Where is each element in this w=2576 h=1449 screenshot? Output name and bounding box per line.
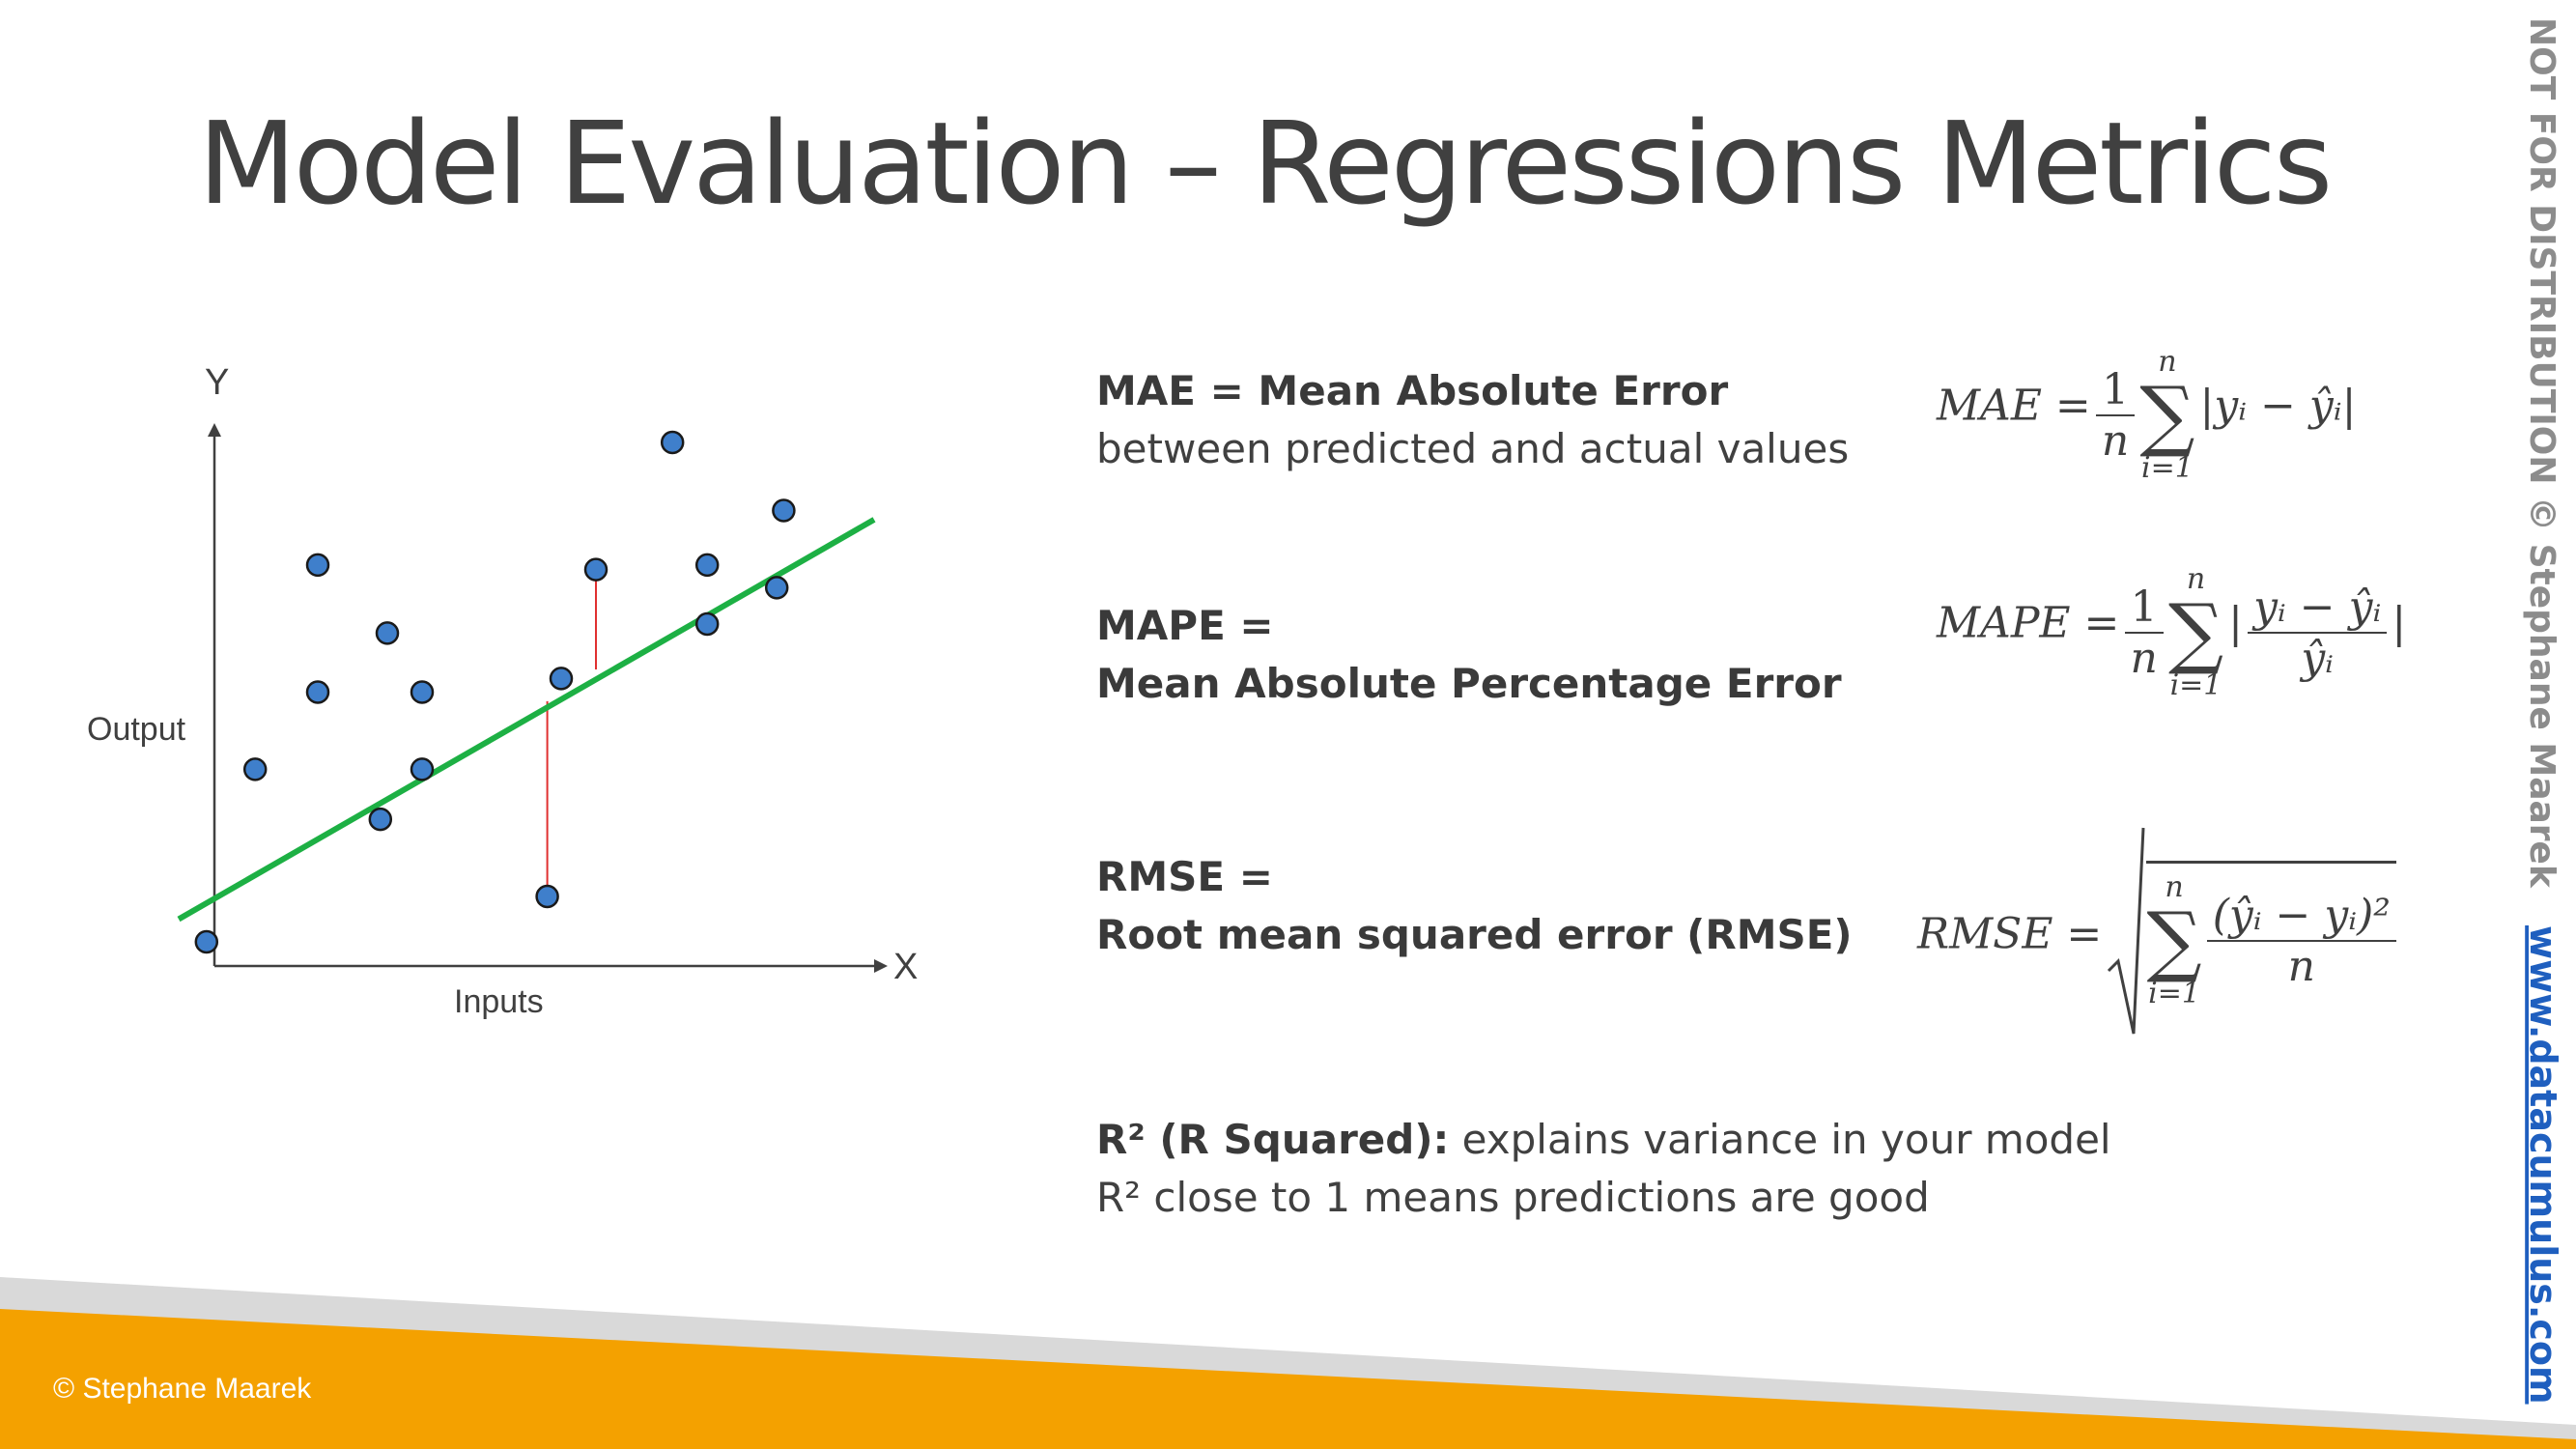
regression-line (177, 517, 876, 923)
data-point-5 (375, 621, 400, 645)
mape-sum-top: n (2186, 562, 2206, 596)
rmse-title-2: Root mean squared error (RMSE) (1096, 911, 1853, 958)
mae-one: 1 (2102, 365, 2130, 414)
rmse-formula: RMSE = n ∑ i=1 (ŷᵢ − yᵢ)² n (1917, 826, 2396, 1042)
data-point-4 (368, 807, 393, 832)
mape-title-1: MAPE = (1096, 602, 1274, 649)
data-point-15 (772, 498, 796, 523)
data-point-9 (549, 667, 574, 691)
mape-block: MAPE = Mean Absolute Percentage Error (1096, 597, 1842, 713)
mae-sum-bot: i=1 (2140, 451, 2194, 485)
mae-sum-top: n (2158, 345, 2177, 379)
rmse-block: RMSE = Root mean squared error (RMSE) (1096, 848, 1853, 964)
mape-lhs: MAPE = (1937, 598, 2120, 648)
rmse-lhs: RMSE = (1917, 909, 2103, 959)
mae-subtitle: between predicted and actual values (1096, 425, 1850, 472)
rmse-sum-bot: i=1 (2148, 976, 2200, 1010)
rmse-title-1: RMSE = (1096, 853, 1273, 900)
x-axis-letter: X (893, 947, 919, 987)
mae-title: MAE = Mean Absolute Error (1096, 367, 1729, 414)
data-point-6 (410, 757, 435, 781)
mape-num: yᵢ − ŷᵢ (2253, 582, 2382, 632)
data-point-3 (305, 680, 330, 704)
rmse-sigma-icon: ∑ (2146, 895, 2202, 985)
data-point-13 (694, 611, 720, 637)
data-points (194, 430, 796, 954)
mape-title-2: Mean Absolute Percentage Error (1096, 660, 1842, 707)
data-point-12 (694, 553, 720, 578)
mae-n: n (2095, 414, 2136, 466)
data-point-10 (583, 557, 609, 582)
watermark-text: NOT FOR DISTRIBUTION © Stephane Maarek (2522, 17, 2562, 889)
data-point-11 (660, 430, 685, 455)
mae-block: MAE = Mean Absolute Error between predic… (1096, 362, 1849, 478)
x-axis-label: Inputs (454, 983, 544, 1020)
r2-bold: R² (R Squared): (1096, 1116, 1450, 1163)
footer-orange-band (0, 1309, 2576, 1449)
data-point-1 (242, 757, 268, 781)
slide-title: Model Evaluation – Regressions Metrics (198, 97, 2333, 230)
rmse-num: (ŷᵢ − yᵢ)² (2212, 890, 2391, 940)
r2-block: R² (R Squared): explains variance in you… (1096, 1111, 2111, 1227)
mape-sum-bot: i=1 (2169, 668, 2222, 702)
data-point-7 (410, 680, 435, 704)
mape-bar-left: | (2228, 598, 2243, 648)
mape-bar-right: | (2392, 598, 2407, 648)
data-point-8 (535, 884, 559, 909)
mae-formula: MAE = 1 n n ∑ i=1 |yᵢ − ŷᵢ| (1937, 348, 2356, 483)
watermark: NOT FOR DISTRIBUTION © Stephane Maarek w… (2522, 17, 2564, 1405)
footer-credit: © Stephane Maarek (53, 1373, 312, 1405)
rmse-den: n (2206, 939, 2396, 991)
mape-one: 1 (2130, 582, 2158, 632)
data-point-0 (194, 929, 219, 954)
y-axis-letter: Y (205, 362, 230, 403)
r2-line2: R² close to 1 means predictions are good (1096, 1174, 1930, 1221)
sqrt-icon (2107, 826, 2145, 1042)
r2-rest: explains variance in your model (1449, 1116, 2111, 1163)
mape-formula: MAPE = 1 n n ∑ i=1 | yᵢ − ŷᵢ ŷᵢ | (1937, 565, 2406, 700)
rmse-sum-top: n (2165, 869, 2184, 904)
regression-diagram (177, 423, 888, 973)
mae-lhs: MAE = (1937, 381, 2091, 431)
y-axis-label: Output (87, 711, 186, 748)
mae-body: |yᵢ − ŷᵢ| (2199, 381, 2357, 431)
mae-sigma-icon: ∑ (2139, 370, 2195, 460)
mape-n: n (2124, 632, 2164, 683)
mape-sigma-icon: ∑ (2167, 587, 2224, 677)
watermark-link[interactable]: www.datacumulus.com (2522, 925, 2564, 1405)
data-point-2 (305, 553, 330, 578)
mape-den: ŷᵢ (2248, 632, 2388, 683)
data-point-14 (764, 576, 789, 600)
residual-lines (546, 569, 597, 896)
